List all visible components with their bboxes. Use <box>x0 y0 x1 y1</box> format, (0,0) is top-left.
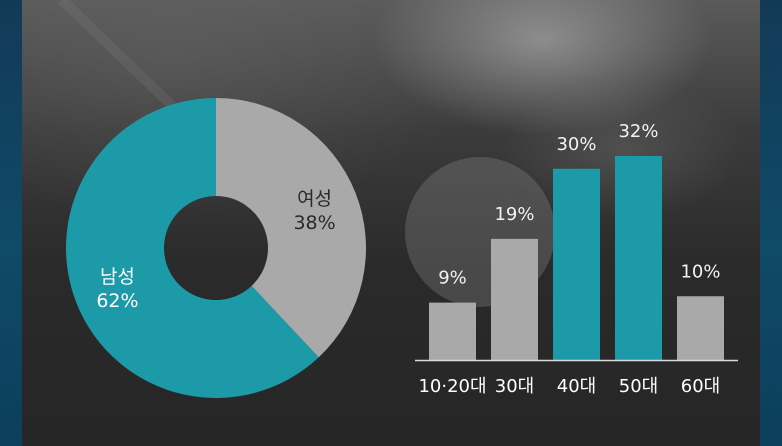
x-tick-label-4: 50대 <box>619 376 658 397</box>
bar-1 <box>429 302 476 360</box>
donut-value-male: 62% <box>96 290 138 312</box>
x-tick-label-1: 10·20대 <box>418 376 486 397</box>
bar-5 <box>677 296 724 360</box>
x-tick-label-3: 40대 <box>557 376 596 397</box>
bar-value-label-4: 32% <box>618 121 658 142</box>
age-bar-chart: 9% 19% 30% 32% 10% 10·20대 30대 40대 50대 60대 <box>415 121 738 397</box>
bar-3 <box>553 168 600 360</box>
donut-label-male: 남성 <box>100 266 135 288</box>
bar-4 <box>615 156 662 360</box>
x-tick-label-2: 30대 <box>495 376 534 397</box>
bar-value-label-2: 19% <box>494 204 534 225</box>
bar-value-label-5: 10% <box>680 261 720 282</box>
x-tick-label-5: 60대 <box>681 376 720 397</box>
donut-slice-male <box>66 98 319 399</box>
donut-slice-female <box>216 98 366 358</box>
bar-value-label-1: 9% <box>438 268 467 289</box>
donut-value-female: 38% <box>293 212 335 234</box>
bar-value-label-3: 30% <box>556 134 596 155</box>
chart-panel: 여성 38% 남성 62% 9% 19% 30% 32% 10% 10·20대 30대 40대 50… <box>22 0 760 446</box>
bar-2 <box>491 238 538 360</box>
donut-label-female: 여성 <box>297 188 332 210</box>
